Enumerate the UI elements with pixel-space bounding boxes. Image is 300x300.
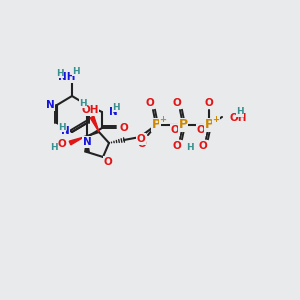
Text: H: H	[56, 68, 64, 77]
Text: O: O	[120, 123, 128, 133]
Text: H: H	[236, 107, 244, 116]
Text: NH: NH	[58, 72, 76, 82]
Text: H: H	[72, 67, 80, 76]
Text: H: H	[186, 142, 194, 152]
Text: O: O	[103, 157, 112, 167]
Text: O: O	[172, 98, 182, 108]
Polygon shape	[69, 137, 84, 145]
Text: O: O	[146, 98, 154, 108]
Text: +: +	[160, 115, 167, 124]
Text: O: O	[171, 125, 179, 135]
Text: P: P	[204, 118, 214, 131]
Text: O: O	[136, 134, 146, 144]
Text: N: N	[82, 137, 91, 147]
Text: O: O	[205, 98, 213, 108]
Text: H: H	[112, 103, 120, 112]
Text: O: O	[199, 141, 207, 151]
Text: +: +	[212, 115, 220, 124]
Text: H: H	[79, 98, 87, 107]
Text: N: N	[109, 107, 118, 117]
Text: O: O	[196, 125, 206, 135]
Text: OH: OH	[229, 113, 247, 123]
Text: O: O	[172, 141, 182, 151]
Text: O: O	[138, 139, 146, 149]
Polygon shape	[85, 137, 89, 152]
Text: O: O	[58, 139, 66, 149]
Text: OH: OH	[81, 105, 99, 115]
Text: H: H	[50, 143, 58, 152]
Polygon shape	[90, 116, 99, 132]
Text: P: P	[152, 118, 160, 131]
Text: N: N	[46, 100, 54, 110]
Text: N: N	[61, 126, 69, 136]
Text: H: H	[58, 122, 66, 131]
Text: P: P	[178, 118, 188, 131]
